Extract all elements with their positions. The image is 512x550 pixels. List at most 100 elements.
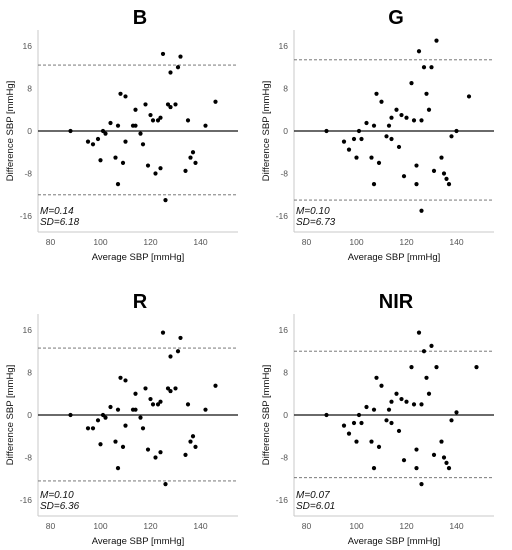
data-point — [183, 452, 188, 457]
data-point — [449, 134, 454, 139]
data-point — [449, 418, 454, 423]
data-point — [409, 365, 414, 370]
data-point — [401, 458, 407, 463]
data-point — [419, 208, 424, 213]
data-point — [414, 466, 419, 471]
data-point — [384, 134, 389, 139]
data-point — [158, 450, 163, 455]
data-point — [188, 155, 193, 160]
data-point — [168, 104, 173, 110]
data-point — [165, 386, 171, 391]
data-point — [173, 102, 178, 107]
data-point — [150, 118, 156, 123]
x-tick-label: 100 — [349, 521, 363, 531]
data-point — [389, 399, 394, 404]
data-point — [454, 128, 459, 134]
data-point — [148, 396, 153, 402]
y-tick-label: -16 — [276, 495, 289, 505]
data-point — [401, 174, 407, 179]
data-point — [123, 423, 128, 428]
data-point — [364, 120, 369, 126]
y-tick-label: -16 — [20, 495, 33, 505]
data-point — [396, 428, 402, 434]
data-point — [414, 447, 419, 452]
data-point — [416, 330, 422, 335]
data-point — [123, 94, 128, 99]
y-tick-label: 0 — [27, 410, 32, 420]
data-point — [183, 168, 188, 173]
x-tick-label: 80 — [302, 521, 312, 531]
data-point — [431, 168, 437, 173]
data-point — [123, 139, 128, 144]
data-point — [441, 171, 447, 176]
data-point — [439, 439, 444, 444]
data-point — [439, 155, 444, 160]
data-point — [168, 70, 173, 75]
data-point — [100, 128, 106, 134]
data-point — [384, 418, 389, 423]
data-point — [90, 426, 96, 431]
data-point — [203, 123, 208, 128]
x-tick-label: 100 — [349, 237, 363, 247]
y-tick-label: -8 — [24, 453, 32, 463]
data-point — [421, 65, 427, 70]
panel-title: B — [133, 7, 147, 29]
data-point — [138, 131, 143, 136]
data-point — [115, 407, 121, 412]
data-point — [371, 466, 377, 471]
data-point — [376, 160, 382, 165]
data-point — [178, 54, 183, 59]
data-point — [356, 128, 362, 134]
x-tick-label: 140 — [449, 521, 463, 531]
data-point — [346, 147, 352, 152]
x-tick-label: 100 — [93, 521, 107, 531]
data-point — [421, 349, 427, 354]
data-point — [324, 412, 329, 418]
x-axis-label: Average SBP [mmHg] — [348, 536, 441, 547]
data-point — [419, 482, 424, 487]
data-point — [359, 420, 364, 426]
data-point — [150, 402, 156, 407]
data-point — [153, 171, 158, 176]
data-point — [213, 99, 218, 104]
data-point — [374, 91, 379, 96]
x-tick-label: 80 — [46, 237, 56, 247]
data-point — [411, 118, 417, 123]
data-point — [396, 144, 402, 150]
data-point — [446, 466, 452, 471]
data-point — [95, 136, 101, 142]
y-tick-label: 0 — [283, 126, 288, 136]
data-point — [140, 142, 146, 147]
x-tick-label: 120 — [399, 521, 413, 531]
mean-stat-label: M=0.10 — [296, 206, 330, 217]
x-tick-label: 120 — [143, 237, 157, 247]
data-point — [143, 386, 148, 391]
data-point — [399, 112, 404, 118]
data-point — [394, 391, 399, 396]
x-tick-label: 140 — [449, 237, 463, 247]
data-point — [153, 455, 158, 460]
data-point — [441, 455, 447, 460]
data-point — [118, 375, 123, 380]
x-axis-label: Average SBP [mmHg] — [348, 252, 441, 263]
data-point — [133, 107, 138, 112]
data-point — [85, 139, 91, 144]
y-axis-label: Difference SBP [mmHg] — [5, 81, 16, 182]
data-point — [160, 330, 166, 335]
data-point — [474, 365, 479, 370]
data-point — [118, 91, 123, 96]
data-point — [369, 439, 374, 444]
data-point — [434, 38, 439, 43]
data-point — [68, 128, 73, 134]
y-axis-label: Difference SBP [mmHg] — [5, 365, 16, 466]
data-point — [359, 136, 364, 142]
data-point — [356, 412, 362, 418]
data-point — [143, 102, 148, 107]
data-point — [364, 404, 369, 410]
data-point — [409, 81, 414, 86]
y-tick-label: -8 — [24, 169, 32, 179]
